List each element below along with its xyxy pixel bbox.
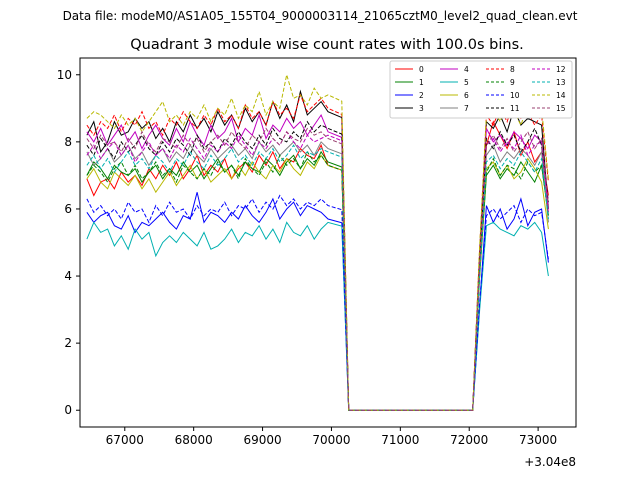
- x-offset-label: +3.04e8: [524, 455, 576, 469]
- series-line-5: [86, 221, 549, 411]
- y-tick: 8: [64, 135, 80, 149]
- legend-label: 3: [419, 104, 424, 113]
- legend-label: 7: [464, 104, 469, 113]
- x-tick-label: 71000: [381, 433, 419, 447]
- legend-label: 1: [419, 78, 424, 87]
- legend-entry-4: 4: [440, 65, 469, 74]
- legend-label: 15: [556, 104, 566, 113]
- y-tick-label: 6: [64, 202, 72, 216]
- legend-label: 9: [510, 78, 515, 87]
- series-line-9: [86, 150, 549, 411]
- legend-entry-1: 1: [395, 78, 424, 87]
- plot-lines: [86, 74, 549, 411]
- legend-entry-5: 5: [440, 78, 469, 87]
- series-line-2: [86, 192, 549, 411]
- x-tick: 72000: [450, 427, 488, 447]
- y-tick: 6: [64, 202, 80, 216]
- legend-entry-0: 0: [395, 65, 424, 74]
- y-tick: 4: [64, 269, 80, 283]
- suptitle: Data file: modeM0/AS1A05_155T04_90000031…: [63, 9, 578, 23]
- y-tick-label: 0: [64, 403, 72, 417]
- legend-box: [389, 60, 573, 119]
- x-tick: 70000: [312, 427, 351, 447]
- legend-entry-12: 12: [532, 65, 566, 74]
- y-tick-label: 2: [64, 336, 72, 350]
- series-line-14: [86, 74, 549, 411]
- legend-entry-13: 13: [532, 78, 566, 87]
- legend-entry-6: 6: [440, 91, 469, 100]
- plot-frame: [79, 57, 577, 428]
- legend-label: 14: [556, 91, 566, 100]
- legend-label: 6: [464, 91, 469, 100]
- x-tick: 69000: [243, 427, 282, 447]
- legend-entry-9: 9: [486, 78, 515, 87]
- legend-label: 5: [464, 78, 469, 87]
- legend-entry-10: 10: [486, 91, 520, 100]
- legend-label: 12: [556, 65, 566, 74]
- y-tick-label: 4: [64, 269, 72, 283]
- legend-entry-11: 11: [486, 104, 520, 113]
- x-axis: 67000 68000 69000 70000 71000 72000 73000: [106, 427, 557, 447]
- legend-entry-8: 8: [486, 65, 515, 74]
- x-tick-label: 70000: [312, 433, 350, 447]
- legend-label: 2: [419, 91, 424, 100]
- series-line-8: [86, 93, 549, 411]
- series-line-3: [86, 89, 549, 411]
- y-tick: 2: [64, 336, 80, 350]
- legend-label: 8: [510, 65, 515, 74]
- x-tick-label: 73000: [519, 433, 557, 447]
- x-tick: 73000: [519, 427, 557, 447]
- series-line-12: [86, 130, 549, 411]
- series-line-15: [86, 127, 549, 411]
- x-tick-label: 69000: [243, 433, 281, 447]
- x-tick: 67000: [106, 427, 144, 447]
- legend-label: 10: [510, 91, 520, 100]
- y-axis: 0 2 4 6 8 10: [57, 68, 80, 417]
- y-tick: 0: [64, 403, 80, 417]
- legend-entry-2: 2: [395, 91, 424, 100]
- x-tick: 68000: [175, 427, 213, 447]
- chart-title: Quadrant 3 module wise count rates with …: [130, 37, 524, 53]
- legend-entry-15: 15: [532, 104, 566, 113]
- series-line-0: [86, 120, 549, 411]
- series-line-1: [86, 150, 549, 411]
- series-line-11: [86, 120, 549, 411]
- x-tick-label: 68000: [175, 433, 213, 447]
- y-tick: 10: [57, 68, 80, 82]
- series-line-6: [86, 154, 549, 411]
- legend-label: 11: [510, 104, 520, 113]
- legend-label: 4: [464, 65, 469, 74]
- legend-label: 0: [419, 65, 424, 74]
- x-tick: 71000: [381, 427, 419, 447]
- legend-entry-14: 14: [532, 91, 566, 100]
- legend-entry-3: 3: [395, 104, 424, 113]
- x-tick-label: 72000: [450, 433, 488, 447]
- y-tick-label: 10: [57, 68, 72, 82]
- legend-label: 13: [556, 78, 566, 87]
- legend-entry-7: 7: [440, 104, 469, 113]
- y-tick-label: 8: [64, 135, 72, 149]
- series-line-10: [86, 194, 549, 411]
- series-line-13: [86, 144, 549, 411]
- x-tick-label: 67000: [106, 433, 144, 447]
